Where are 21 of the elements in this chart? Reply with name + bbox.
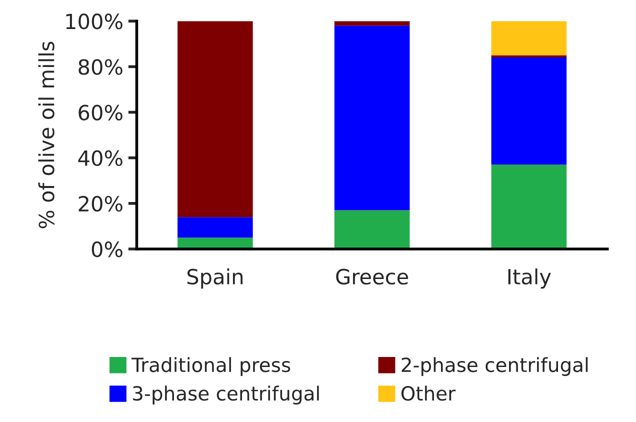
legend-label: Traditional press — [132, 357, 290, 376]
bar — [178, 21, 253, 218]
y-tick-label: 20% — [78, 196, 122, 212]
bar — [334, 26, 410, 210]
y-tick-label: 60% — [78, 104, 122, 120]
y-axis-title: % of olive oil mills — [38, 42, 54, 228]
legend-label: 2-phase centrifugal — [402, 357, 588, 376]
y-tick-label: 80% — [78, 59, 122, 75]
bar — [178, 217, 253, 238]
x-tick-label: Greece — [336, 268, 408, 285]
legend-label: 3-phase centrifugal — [133, 386, 319, 404]
x-tick-label: Italy — [508, 268, 551, 289]
legend-label: Other — [401, 386, 456, 401]
bar — [334, 210, 410, 249]
bar — [491, 21, 567, 56]
y-tick-label: 100% — [66, 14, 122, 30]
x-tick-label: Spain — [187, 268, 243, 289]
bar — [491, 164, 567, 249]
bar — [491, 58, 567, 165]
y-tick-label: 40% — [78, 150, 122, 166]
y-tick-label: 0% — [92, 241, 122, 258]
